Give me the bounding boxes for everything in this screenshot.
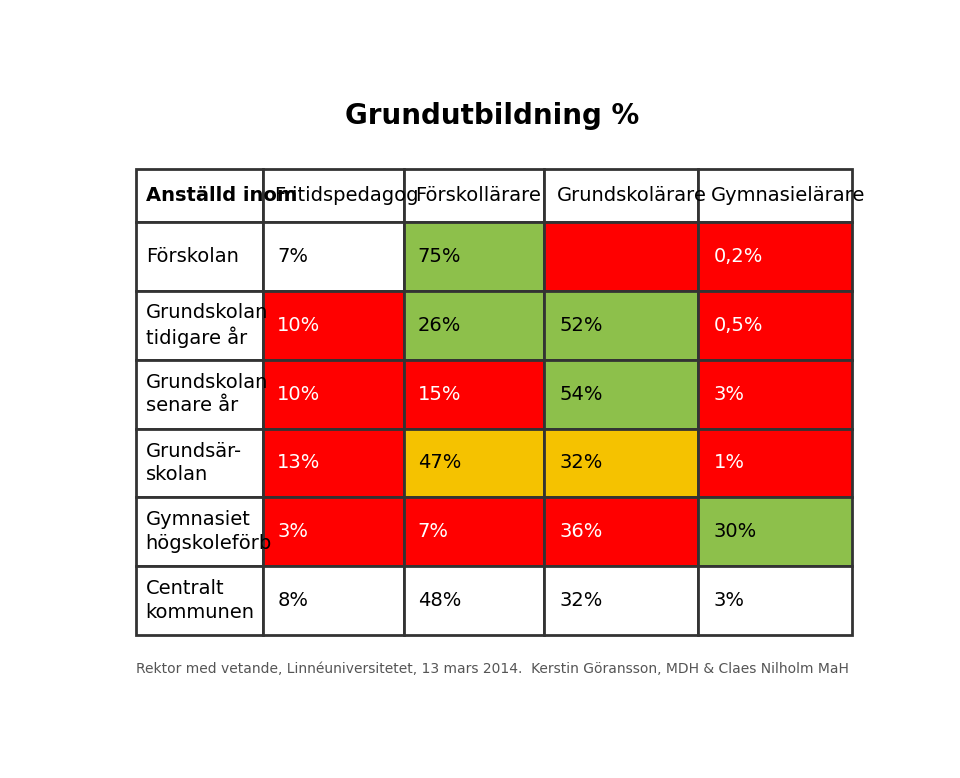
Text: 13%: 13% [277,454,321,472]
FancyBboxPatch shape [135,566,263,635]
FancyBboxPatch shape [263,497,403,566]
Text: 8%: 8% [277,591,308,610]
Text: 10%: 10% [277,384,321,404]
Text: Grundutbildning %: Grundutbildning % [345,103,639,131]
FancyBboxPatch shape [135,497,263,566]
Text: 10%: 10% [277,316,321,335]
Text: 48%: 48% [418,591,461,610]
Text: 47%: 47% [418,454,461,472]
Text: Centralt
kommunen: Centralt kommunen [146,579,254,622]
FancyBboxPatch shape [544,429,698,497]
FancyBboxPatch shape [403,429,544,497]
Text: 7%: 7% [418,522,448,541]
Text: 54%: 54% [560,384,603,404]
FancyBboxPatch shape [698,223,852,291]
Text: 32%: 32% [560,591,603,610]
Text: Gymnasielärare: Gymnasielärare [710,186,865,205]
FancyBboxPatch shape [135,429,263,497]
Text: 16%: 16% [560,247,603,266]
Text: 52%: 52% [560,316,603,335]
FancyBboxPatch shape [698,169,852,223]
FancyBboxPatch shape [263,291,403,359]
FancyBboxPatch shape [135,291,263,359]
FancyBboxPatch shape [263,359,403,429]
Text: 3%: 3% [713,591,745,610]
FancyBboxPatch shape [403,169,544,223]
FancyBboxPatch shape [263,566,403,635]
Text: 75%: 75% [418,247,461,266]
FancyBboxPatch shape [698,359,852,429]
Text: Grundskolärare: Grundskolärare [557,186,707,205]
Text: 36%: 36% [560,522,603,541]
FancyBboxPatch shape [403,497,544,566]
Text: 26%: 26% [418,316,461,335]
FancyBboxPatch shape [698,429,852,497]
Text: 3%: 3% [713,384,745,404]
Text: 32%: 32% [560,454,603,472]
Text: Förskollärare: Förskollärare [415,186,540,205]
FancyBboxPatch shape [263,429,403,497]
Text: Rektor med vetande, Linnéuniversitetet, 13 mars 2014.  Kerstin Göransson, MDH & : Rektor med vetande, Linnéuniversitetet, … [135,662,849,676]
Text: Grundskolan
tidigare år: Grundskolan tidigare år [146,303,268,349]
Text: Grundskolan
senare år: Grundskolan senare år [146,373,268,415]
FancyBboxPatch shape [135,223,263,291]
FancyBboxPatch shape [403,223,544,291]
FancyBboxPatch shape [698,291,852,359]
Text: Gymnasiet
högskoleförb: Gymnasiet högskoleförb [146,510,272,553]
Text: 30%: 30% [713,522,756,541]
Text: 0,2%: 0,2% [713,247,763,266]
Text: Anställd inom: Anställd inom [146,186,297,205]
FancyBboxPatch shape [544,169,698,223]
FancyBboxPatch shape [544,359,698,429]
FancyBboxPatch shape [403,359,544,429]
FancyBboxPatch shape [263,169,403,223]
FancyBboxPatch shape [698,497,852,566]
FancyBboxPatch shape [135,359,263,429]
FancyBboxPatch shape [263,223,403,291]
Text: 0,5%: 0,5% [713,316,763,335]
Text: 15%: 15% [418,384,461,404]
Text: Fritidspedagog: Fritidspedagog [275,186,419,205]
Text: Grundsär-
skolan: Grundsär- skolan [146,442,242,484]
Text: 7%: 7% [277,247,308,266]
FancyBboxPatch shape [544,497,698,566]
FancyBboxPatch shape [544,223,698,291]
FancyBboxPatch shape [544,291,698,359]
Text: Förskolan: Förskolan [146,247,239,266]
FancyBboxPatch shape [544,566,698,635]
FancyBboxPatch shape [403,291,544,359]
FancyBboxPatch shape [135,169,263,223]
FancyBboxPatch shape [698,566,852,635]
Text: 3%: 3% [277,522,308,541]
FancyBboxPatch shape [403,566,544,635]
Text: 1%: 1% [713,454,745,472]
